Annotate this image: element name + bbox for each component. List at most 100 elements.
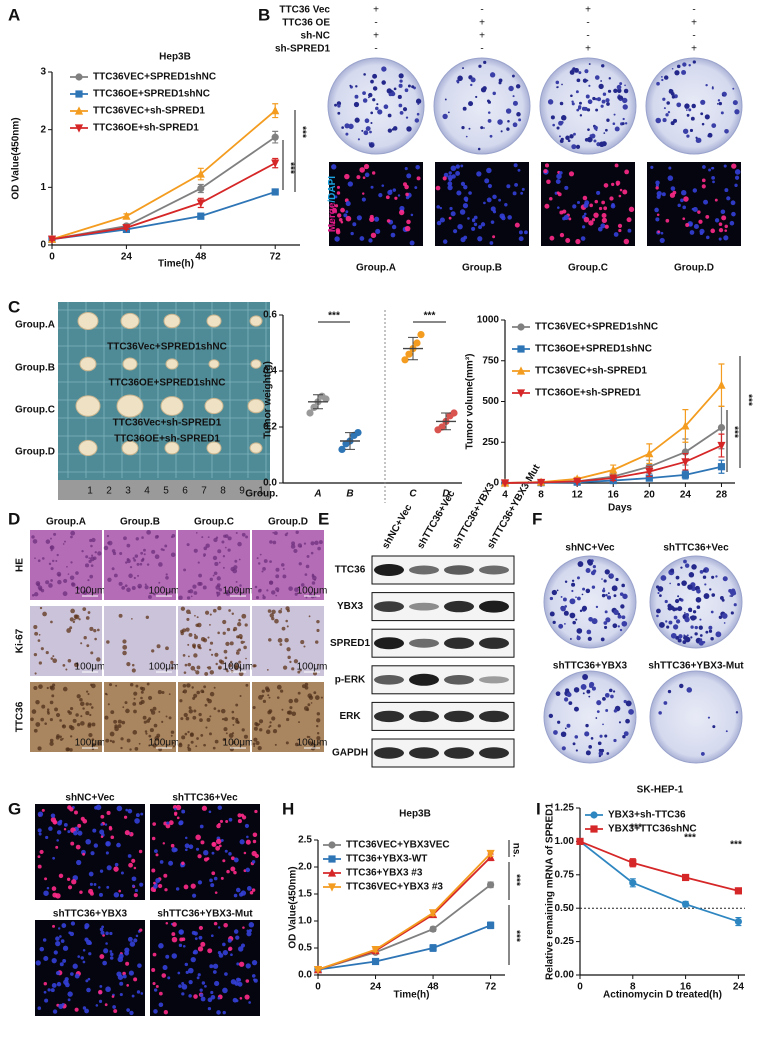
- tissue-cell: [64, 540, 66, 543]
- cell-nucleus: [624, 169, 630, 175]
- tissue-cell: [129, 748, 132, 751]
- colony: [591, 686, 596, 691]
- tissue-cell: [261, 570, 264, 573]
- cell-nucleus: [77, 823, 82, 828]
- tissue-cell: [104, 715, 109, 720]
- cell-nucleus: [344, 173, 350, 180]
- tissue-cell: [303, 645, 306, 648]
- tissue-cell: [303, 542, 307, 545]
- colony: [548, 713, 554, 719]
- colony: [734, 109, 740, 115]
- cell-nucleus: [119, 992, 123, 997]
- tissue-cell: [236, 649, 239, 652]
- cell-nucleus: [209, 878, 213, 883]
- colony: [369, 130, 372, 134]
- cell-nucleus: [230, 953, 233, 957]
- tissue-cell: [61, 724, 67, 729]
- colony: [612, 122, 616, 126]
- colony: [398, 73, 404, 79]
- colony: [404, 88, 409, 93]
- cell-nucleus: [246, 929, 250, 933]
- cell-nucleus: [731, 163, 737, 169]
- tissue-cell: [300, 583, 305, 587]
- cell-nucleus: [124, 950, 130, 956]
- colony: [572, 67, 576, 71]
- tissue-cell: [280, 608, 283, 610]
- cell-nucleus: [685, 223, 690, 228]
- cell-nucleus: [214, 891, 218, 894]
- group-label: shTTC36+YBX3: [53, 909, 128, 920]
- colony: [568, 701, 573, 706]
- colony: [569, 69, 575, 75]
- tissue-cell: [126, 738, 131, 743]
- colony: [599, 734, 603, 738]
- cell-nucleus: [82, 960, 86, 964]
- tissue-cell: [131, 663, 135, 667]
- cell-nucleus: [116, 971, 122, 977]
- tissue-cell: [86, 644, 90, 648]
- cell-nucleus: [155, 853, 159, 857]
- tissue-cell: [132, 557, 135, 560]
- tissue-cell: [195, 531, 198, 534]
- cell-nucleus: [404, 167, 408, 171]
- cell-nucleus: [593, 212, 599, 218]
- tissue-cell: [65, 747, 70, 752]
- cell-nucleus: [617, 223, 623, 228]
- cell-nucleus: [93, 883, 97, 886]
- tissue-cell: [133, 691, 138, 696]
- tissue-cell: [38, 684, 43, 689]
- tissue-cell: [237, 622, 242, 627]
- cell-nucleus: [669, 192, 676, 198]
- tissue-cell: [153, 592, 156, 596]
- colony: [673, 615, 678, 620]
- tissue-cell: [45, 651, 49, 655]
- tissue-cell: [82, 707, 85, 710]
- tissue-cell: [231, 710, 235, 714]
- cell-nucleus: [209, 964, 214, 969]
- tissue-cell: [40, 588, 45, 593]
- cell-nucleus: [389, 189, 393, 193]
- tissue-cell: [293, 698, 299, 703]
- cell-nucleus: [462, 203, 469, 209]
- tissue-cell: [162, 548, 165, 552]
- colony: [603, 579, 607, 583]
- colony: [720, 111, 724, 115]
- cell-nucleus: [549, 235, 555, 241]
- colony: [344, 123, 350, 129]
- tissue-cell: [241, 532, 246, 537]
- cell-nucleus: [405, 195, 410, 200]
- cell-nucleus: [88, 871, 94, 877]
- colony: [393, 87, 397, 91]
- colony: [605, 709, 609, 712]
- cell-nucleus: [504, 203, 508, 207]
- tissue-cell: [122, 644, 128, 650]
- colony: [613, 709, 618, 713]
- cell-nucleus: [63, 828, 67, 831]
- blot-band: [409, 602, 439, 611]
- tissue-cell: [306, 735, 309, 738]
- tissue-cell: [274, 618, 279, 624]
- condition-label: TTC36 OE: [282, 18, 330, 29]
- cell-nucleus: [362, 176, 366, 180]
- cell-nucleus: [194, 937, 198, 941]
- tissue-cell: [94, 637, 97, 641]
- tissue-cell: [49, 738, 54, 743]
- colony: [578, 105, 582, 109]
- colony: [665, 113, 669, 117]
- cell-nucleus: [164, 888, 168, 892]
- tissue-cell: [85, 616, 90, 620]
- tissue-cell: [186, 609, 191, 615]
- colony: [377, 109, 383, 115]
- colony: [557, 720, 561, 724]
- colony: [724, 128, 729, 134]
- tissue-cell: [144, 583, 147, 586]
- colony: [587, 128, 590, 132]
- cell-nucleus: [190, 883, 196, 889]
- tissue-cell: [194, 635, 198, 640]
- colony: [569, 612, 576, 619]
- cell-nucleus: [559, 171, 563, 175]
- cell-nucleus: [352, 222, 357, 227]
- colony: [398, 83, 403, 88]
- cell-nucleus: [251, 860, 256, 864]
- cell-nucleus: [464, 199, 468, 203]
